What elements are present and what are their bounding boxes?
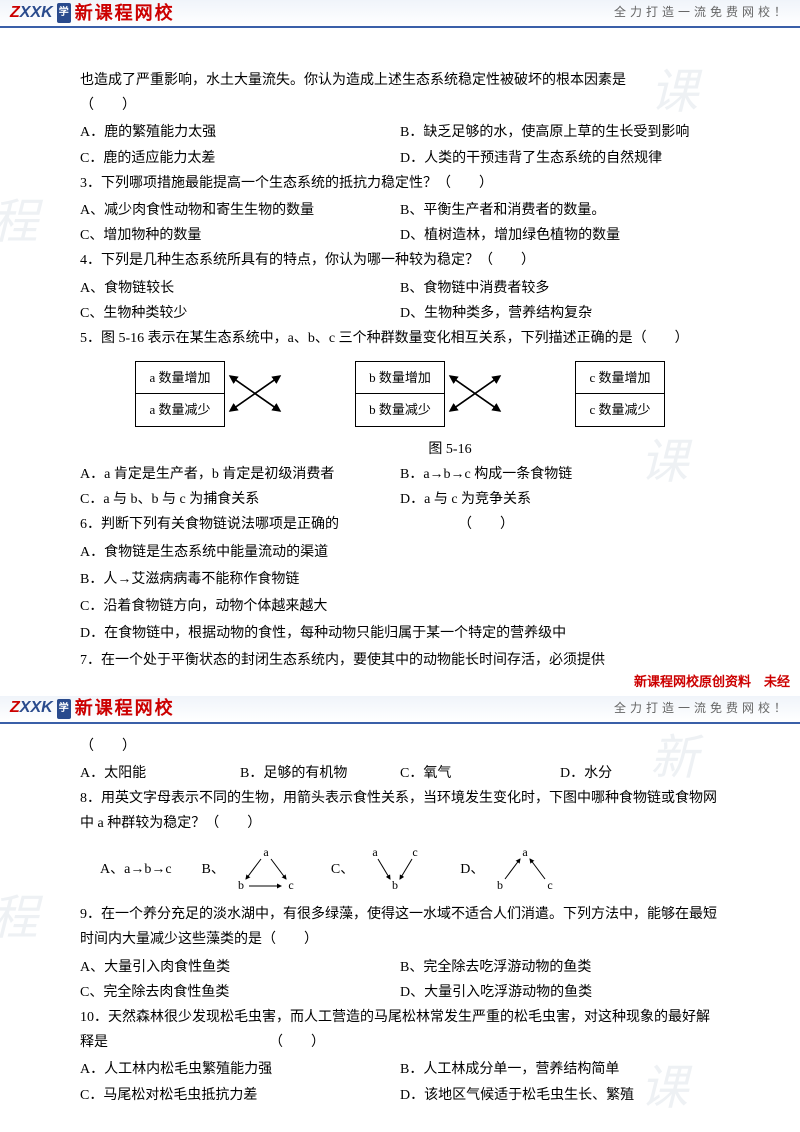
- box-c-dec: c 数量减少: [575, 394, 665, 426]
- q5-opt-b: B．a→b→c 构成一条食物链: [400, 462, 720, 487]
- svg-text:b: b: [497, 878, 503, 892]
- content-area-1: 也造成了严重影响，水土大量流失。你认为造成上述生态系统稳定性被破坏的根本因素是 …: [0, 28, 800, 696]
- q5-opt-c: C．a 与 b、b 与 c 为捕食关系: [80, 487, 400, 512]
- q4-opt-a: A、食物链较长: [80, 276, 400, 301]
- q8-label-b: B、: [202, 857, 225, 882]
- box-b-inc: b 数量增加: [355, 361, 445, 394]
- content-area-2: （ ） A．太阳能 B．足够的有机物 C．氧气 D．水分 8．用英文字母表示不同…: [0, 724, 800, 1128]
- q5-opt-d: D．a 与 c 为竞争关系: [400, 487, 720, 512]
- q3-opt-c: C、增加物种的数量: [80, 223, 400, 248]
- logo-cn: 新课程网校: [75, 0, 175, 29]
- q7-opt-c: C．氧气: [400, 761, 560, 786]
- logo-cn: 新课程网校: [75, 692, 175, 724]
- q10-opt-b: B．人工林成分单一，营养结构简单: [400, 1057, 720, 1082]
- q4-opt-c: C、生物种类较少: [80, 301, 400, 326]
- svg-text:a: a: [373, 845, 379, 859]
- q9-opt-b: B、完全除去吃浮游动物的鱼类: [400, 955, 720, 980]
- q2-opt-c: C．鹿的适应能力太差: [80, 146, 400, 171]
- q5-diagram: a 数量增加 a 数量减少 b 数量增加 b 数量减少: [100, 361, 700, 427]
- q4-opt-d: D、生物种类多，营养结构复杂: [400, 301, 720, 326]
- q9-opt-a: A、大量引入肉食性鱼类: [80, 955, 400, 980]
- q9-opt-d: D、大量引入吃浮游动物的鱼类: [400, 980, 720, 1005]
- q9-opt-c: C、完全除去肉食性鱼类: [80, 980, 400, 1005]
- box-a-inc: a 数量增加: [135, 361, 225, 394]
- logo-z: Z: [10, 0, 20, 27]
- box-a-dec: a 数量减少: [135, 394, 225, 426]
- food-web-d: a b c: [490, 844, 560, 894]
- q7-text: 7．在一个处于平衡状态的封闭生态系统内，要使其中的动物能长时间存活，必须提供: [80, 648, 720, 673]
- q7-cont: （ ）: [80, 734, 720, 759]
- q2-opt-b: B．缺乏足够的水，使高原上草的生长受到影响: [400, 120, 720, 145]
- q8-label-d: D、: [460, 857, 484, 882]
- q3-opt-d: D、植树造林，增加绿色植物的数量: [400, 223, 720, 248]
- q8-label-c: C、: [331, 857, 354, 882]
- logo-badge: 学: [57, 3, 71, 23]
- q7-opt-b: B．足够的有机物: [240, 761, 400, 786]
- box-c-inc: c 数量增加: [575, 361, 665, 394]
- q8-label-a: A、a→b→c: [100, 857, 172, 882]
- q6-opt-a: A．食物链是生态系统中能量流动的渠道: [80, 540, 720, 565]
- q3-opt-a: A、减少肉食性动物和寄生生物的数量: [80, 198, 400, 223]
- q4-opt-b: B、食物链中消费者较多: [400, 276, 720, 301]
- q6-opt-b: B．人→艾滋病病毒不能称作食物链: [80, 567, 720, 592]
- q10-opt-c: C．马尾松对松毛虫抵抗力差: [80, 1083, 400, 1108]
- header-slogan: 全力打造一流免费网校！: [614, 698, 790, 720]
- cross-arrows-ab: [225, 366, 285, 421]
- header-bar: Z XXK 学 新课程网校 全力打造一流免费网校！: [0, 0, 800, 28]
- page-2: 新 程 课 Z XXK 学 新课程网校 全力打造一流免费网校！ （ ） A．太阳…: [0, 696, 800, 1128]
- fig-caption: 图 5-16: [180, 437, 720, 462]
- header-slogan: 全力打造一流免费网校！: [614, 2, 790, 24]
- q6-opt-d: D．在食物链中，根据动物的食性，每种动物只能归属于某一个特定的营养级中: [80, 621, 720, 646]
- logo-z: Z: [10, 694, 20, 723]
- box-b-dec: b 数量减少: [355, 394, 445, 426]
- q7-opt-a: A．太阳能: [80, 761, 240, 786]
- q4-text: 4．下列是几种生态系统所具有的特点，你认为哪一种较为稳定？（ ）: [80, 248, 720, 273]
- q6-text: 6．判断下列有关食物链说法哪项是正确的 （ ）: [80, 512, 720, 537]
- q5-text: 5．图 5-16 表示在某生态系统中，a、b、c 三个种群数量变化相互关系，下列…: [80, 326, 720, 351]
- q6-opt-c: C．沿着食物链方向，动物个体越来越大: [80, 594, 720, 619]
- q10-opt-d: D．该地区气候适于松毛虫生长、繁殖: [400, 1083, 720, 1108]
- q9-text: 9．在一个养分充足的淡水湖中，有很多绿藻，使得这一水域不适合人们消遣。下列方法中…: [80, 902, 720, 952]
- q8-diagrams: A、a→b→c B、 a b c C、 a c b: [100, 844, 700, 894]
- svg-text:b: b: [238, 878, 244, 892]
- svg-text:a: a: [263, 845, 269, 859]
- q2-intro: 也造成了严重影响，水土大量流失。你认为造成上述生态系统稳定性被破坏的根本因素是 …: [80, 68, 720, 118]
- svg-text:c: c: [288, 878, 293, 892]
- svg-text:b: b: [392, 878, 398, 892]
- q3-opt-b: B、平衡生产者和消费者的数量。: [400, 198, 720, 223]
- q8-text: 8．用英文字母表示不同的生物，用箭头表示食性关系，当环境发生变化时，下图中哪种食…: [80, 786, 720, 836]
- q10-opt-a: A．人工林内松毛虫繁殖能力强: [80, 1057, 400, 1082]
- logo: Z XXK 学 新课程网校: [10, 0, 175, 29]
- logo-rest: XXK: [20, 0, 53, 27]
- cross-arrows-bc: [445, 366, 505, 421]
- food-web-c: a c b: [360, 844, 430, 894]
- q2-opt-d: D．人类的干预违背了生态系统的自然规律: [400, 146, 720, 171]
- header-bar-2: Z XXK 学 新课程网校 全力打造一流免费网校！: [0, 696, 800, 724]
- svg-text:c: c: [548, 878, 553, 892]
- q7-opt-d: D．水分: [560, 761, 720, 786]
- q10-text: 10．天然森林很少发现松毛虫害，而人工营造的马尾松林常发生严重的松毛虫害，对这种…: [80, 1005, 720, 1055]
- logo: Z XXK 学 新课程网校: [10, 692, 175, 724]
- svg-text:c: c: [413, 845, 418, 859]
- page-1: 课 程 课 Z XXK 学 新课程网校 全力打造一流免费网校！ 也造成了严重影响…: [0, 0, 800, 696]
- food-web-b: a b c: [231, 844, 301, 894]
- svg-text:a: a: [523, 845, 529, 859]
- q3-text: 3．下列哪项措施最能提高一个生态系统的抵抗力稳定性？（ ）: [80, 171, 720, 196]
- logo-badge: 学: [57, 699, 71, 719]
- logo-rest: XXK: [20, 694, 53, 723]
- q2-opt-a: A．鹿的繁殖能力太强: [80, 120, 400, 145]
- q5-opt-a: A．a 肯定是生产者，b 肯定是初级消费者: [80, 462, 400, 487]
